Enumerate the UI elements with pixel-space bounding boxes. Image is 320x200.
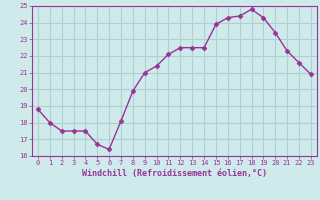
X-axis label: Windchill (Refroidissement éolien,°C): Windchill (Refroidissement éolien,°C) [82,169,267,178]
